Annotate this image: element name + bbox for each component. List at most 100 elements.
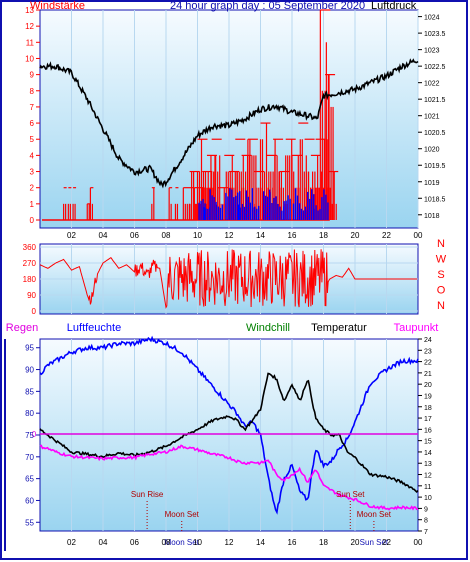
- humidity-tick-label: 80: [25, 409, 34, 418]
- wind-tick-label: 2: [30, 184, 35, 193]
- temperature-tick-label: 23: [424, 348, 432, 355]
- temperature-tick-label: 21: [424, 371, 432, 378]
- hour-tick-label: 20: [351, 231, 360, 240]
- pressure-tick-label: 1022.5: [424, 64, 446, 71]
- wind-tick-label: 5: [30, 135, 35, 144]
- temperature-tick-label: 20: [424, 382, 432, 389]
- legend-label: Windchill: [246, 322, 290, 334]
- series-line-taupunkt: [39, 444, 419, 511]
- compass-label: W: [436, 254, 447, 266]
- annotation-label: Sun Set: [336, 490, 365, 499]
- hour-tick-label: 06: [130, 538, 139, 547]
- wind-tick-label: 6: [30, 119, 35, 128]
- humidity-tick-label: 55: [25, 518, 34, 527]
- temperature-tick-label: 7: [424, 529, 428, 536]
- pressure-tick-label: 1020: [424, 147, 440, 154]
- compass-label: O: [437, 285, 446, 297]
- legend-label: Temperatur: [311, 322, 367, 334]
- annotation-label: Moon Set: [165, 510, 200, 519]
- bottom-annotation-label: Moon Set: [165, 538, 200, 547]
- hour-tick-label: 18: [319, 538, 328, 547]
- humidity-temperature-legend: Regen Luftfeuchte Windchill Temperatur Taupu…: [6, 322, 439, 334]
- bottom-annotation-label: Sun Set: [360, 538, 389, 547]
- hour-tick-label: 02: [67, 538, 76, 547]
- hour-tick-label: 16: [288, 231, 297, 240]
- temperature-tick-label: 24: [424, 337, 432, 344]
- hour-tick-label: 14: [256, 538, 265, 547]
- wind-tick-label: 1: [30, 200, 35, 209]
- series-line-temperatur: [39, 372, 419, 494]
- wind-tick-label: 10: [25, 54, 34, 63]
- pressure-tick-label: 1019.5: [424, 163, 446, 170]
- compass-label: N: [437, 238, 445, 250]
- temperature-tick-label: 10: [424, 495, 432, 502]
- humidity-temperature-lines: [39, 335, 419, 515]
- wind-tick-label: 13: [25, 6, 34, 15]
- temperature-tick-label: 16: [424, 427, 432, 434]
- humidity-tick-label: 75: [25, 431, 34, 440]
- humidity-temperature-x-ticks: 02 04 06 08 10 12 14 16 18 20 22 00: [67, 538, 423, 547]
- hour-tick-label: 00: [414, 538, 423, 547]
- legend-label: Luftfeuchte: [67, 322, 121, 334]
- hour-tick-label: 22: [382, 538, 391, 547]
- wind-tick-label: 12: [25, 22, 34, 31]
- pressure-tick-label: 1021.5: [424, 97, 446, 104]
- wind-direction-ticks: 0 90 180 270 360: [23, 243, 37, 316]
- hour-tick-label: 12: [225, 231, 234, 240]
- temperature-tick-label: 22: [424, 360, 432, 367]
- legend-label: Taupunkt: [394, 322, 439, 334]
- wind-tick-label: 9: [30, 71, 35, 80]
- hour-tick-label: 12: [225, 538, 234, 547]
- temperature-tick-label: 9: [424, 506, 428, 513]
- hour-tick-label: 10: [193, 538, 202, 547]
- annotation-label: Moon Set: [357, 510, 392, 519]
- series-line-luftfeuchte: [39, 335, 419, 515]
- temperature-axis-ticks: 7 8 9 10 11 12 13 14 15 16 17 18 19 20 21 22 23 24: [418, 337, 432, 536]
- humidity-tick-label: 70: [25, 453, 34, 462]
- pressure-axis-title: Luftdruck: [371, 0, 417, 12]
- legend-label: Regen: [6, 322, 38, 334]
- pressure-tick-label: 1022: [424, 81, 440, 88]
- wind-bars: [42, 9, 339, 221]
- direction-tick-label: 0: [32, 307, 37, 316]
- pressure-tick-label: 1018: [424, 213, 440, 220]
- temperature-tick-label: 11: [424, 484, 431, 491]
- hour-tick-label: 22: [382, 231, 391, 240]
- pressure-line: [39, 58, 419, 189]
- hour-tick-label: 20: [351, 538, 360, 547]
- rain-zero-label: 0: [32, 430, 37, 439]
- wind-tick-label: 11: [26, 38, 35, 47]
- hour-tick-label: 02: [67, 231, 76, 240]
- humidity-tick-label: 60: [25, 496, 34, 505]
- hour-tick-label: 14: [256, 231, 265, 240]
- wind-tick-label: 3: [30, 168, 35, 177]
- hour-tick-label: 18: [319, 231, 328, 240]
- hour-tick-label: 04: [99, 231, 108, 240]
- hour-tick-label: 10: [193, 231, 202, 240]
- humidity-axis-ticks: 55 60 65 70 75 80 85 90 95: [25, 344, 40, 527]
- pressure-tick-label: 1021: [424, 114, 440, 121]
- chart-title: 24 hour graph day : 05 September 2020: [170, 0, 365, 12]
- temperature-tick-label: 12: [424, 473, 432, 480]
- pressure-tick-label: 1024: [424, 15, 440, 22]
- humidity-tick-label: 95: [25, 344, 34, 353]
- compass-label: N: [437, 300, 445, 312]
- temperature-tick-label: 8: [424, 518, 428, 525]
- hour-tick-label: 04: [99, 538, 108, 547]
- hour-tick-label: 08: [162, 231, 171, 240]
- pressure-axis-ticks: 1018 1018.5 1019 1019.5 1020 1020.5 1021 1021.5…: [418, 15, 446, 220]
- pressure-tick-label: 1018.5: [424, 196, 446, 203]
- temperature-tick-label: 13: [424, 461, 432, 468]
- direction-tick-label: 360: [23, 243, 37, 252]
- humidity-tick-label: 85: [25, 387, 34, 396]
- pressure-tick-label: 1020.5: [424, 130, 446, 137]
- hour-tick-label: 00: [414, 231, 423, 240]
- hour-tick-label: 08: [162, 538, 171, 547]
- pressure-series-line: [39, 58, 419, 189]
- temperature-tick-label: 18: [424, 405, 432, 412]
- hour-tick-label: 06: [130, 231, 139, 240]
